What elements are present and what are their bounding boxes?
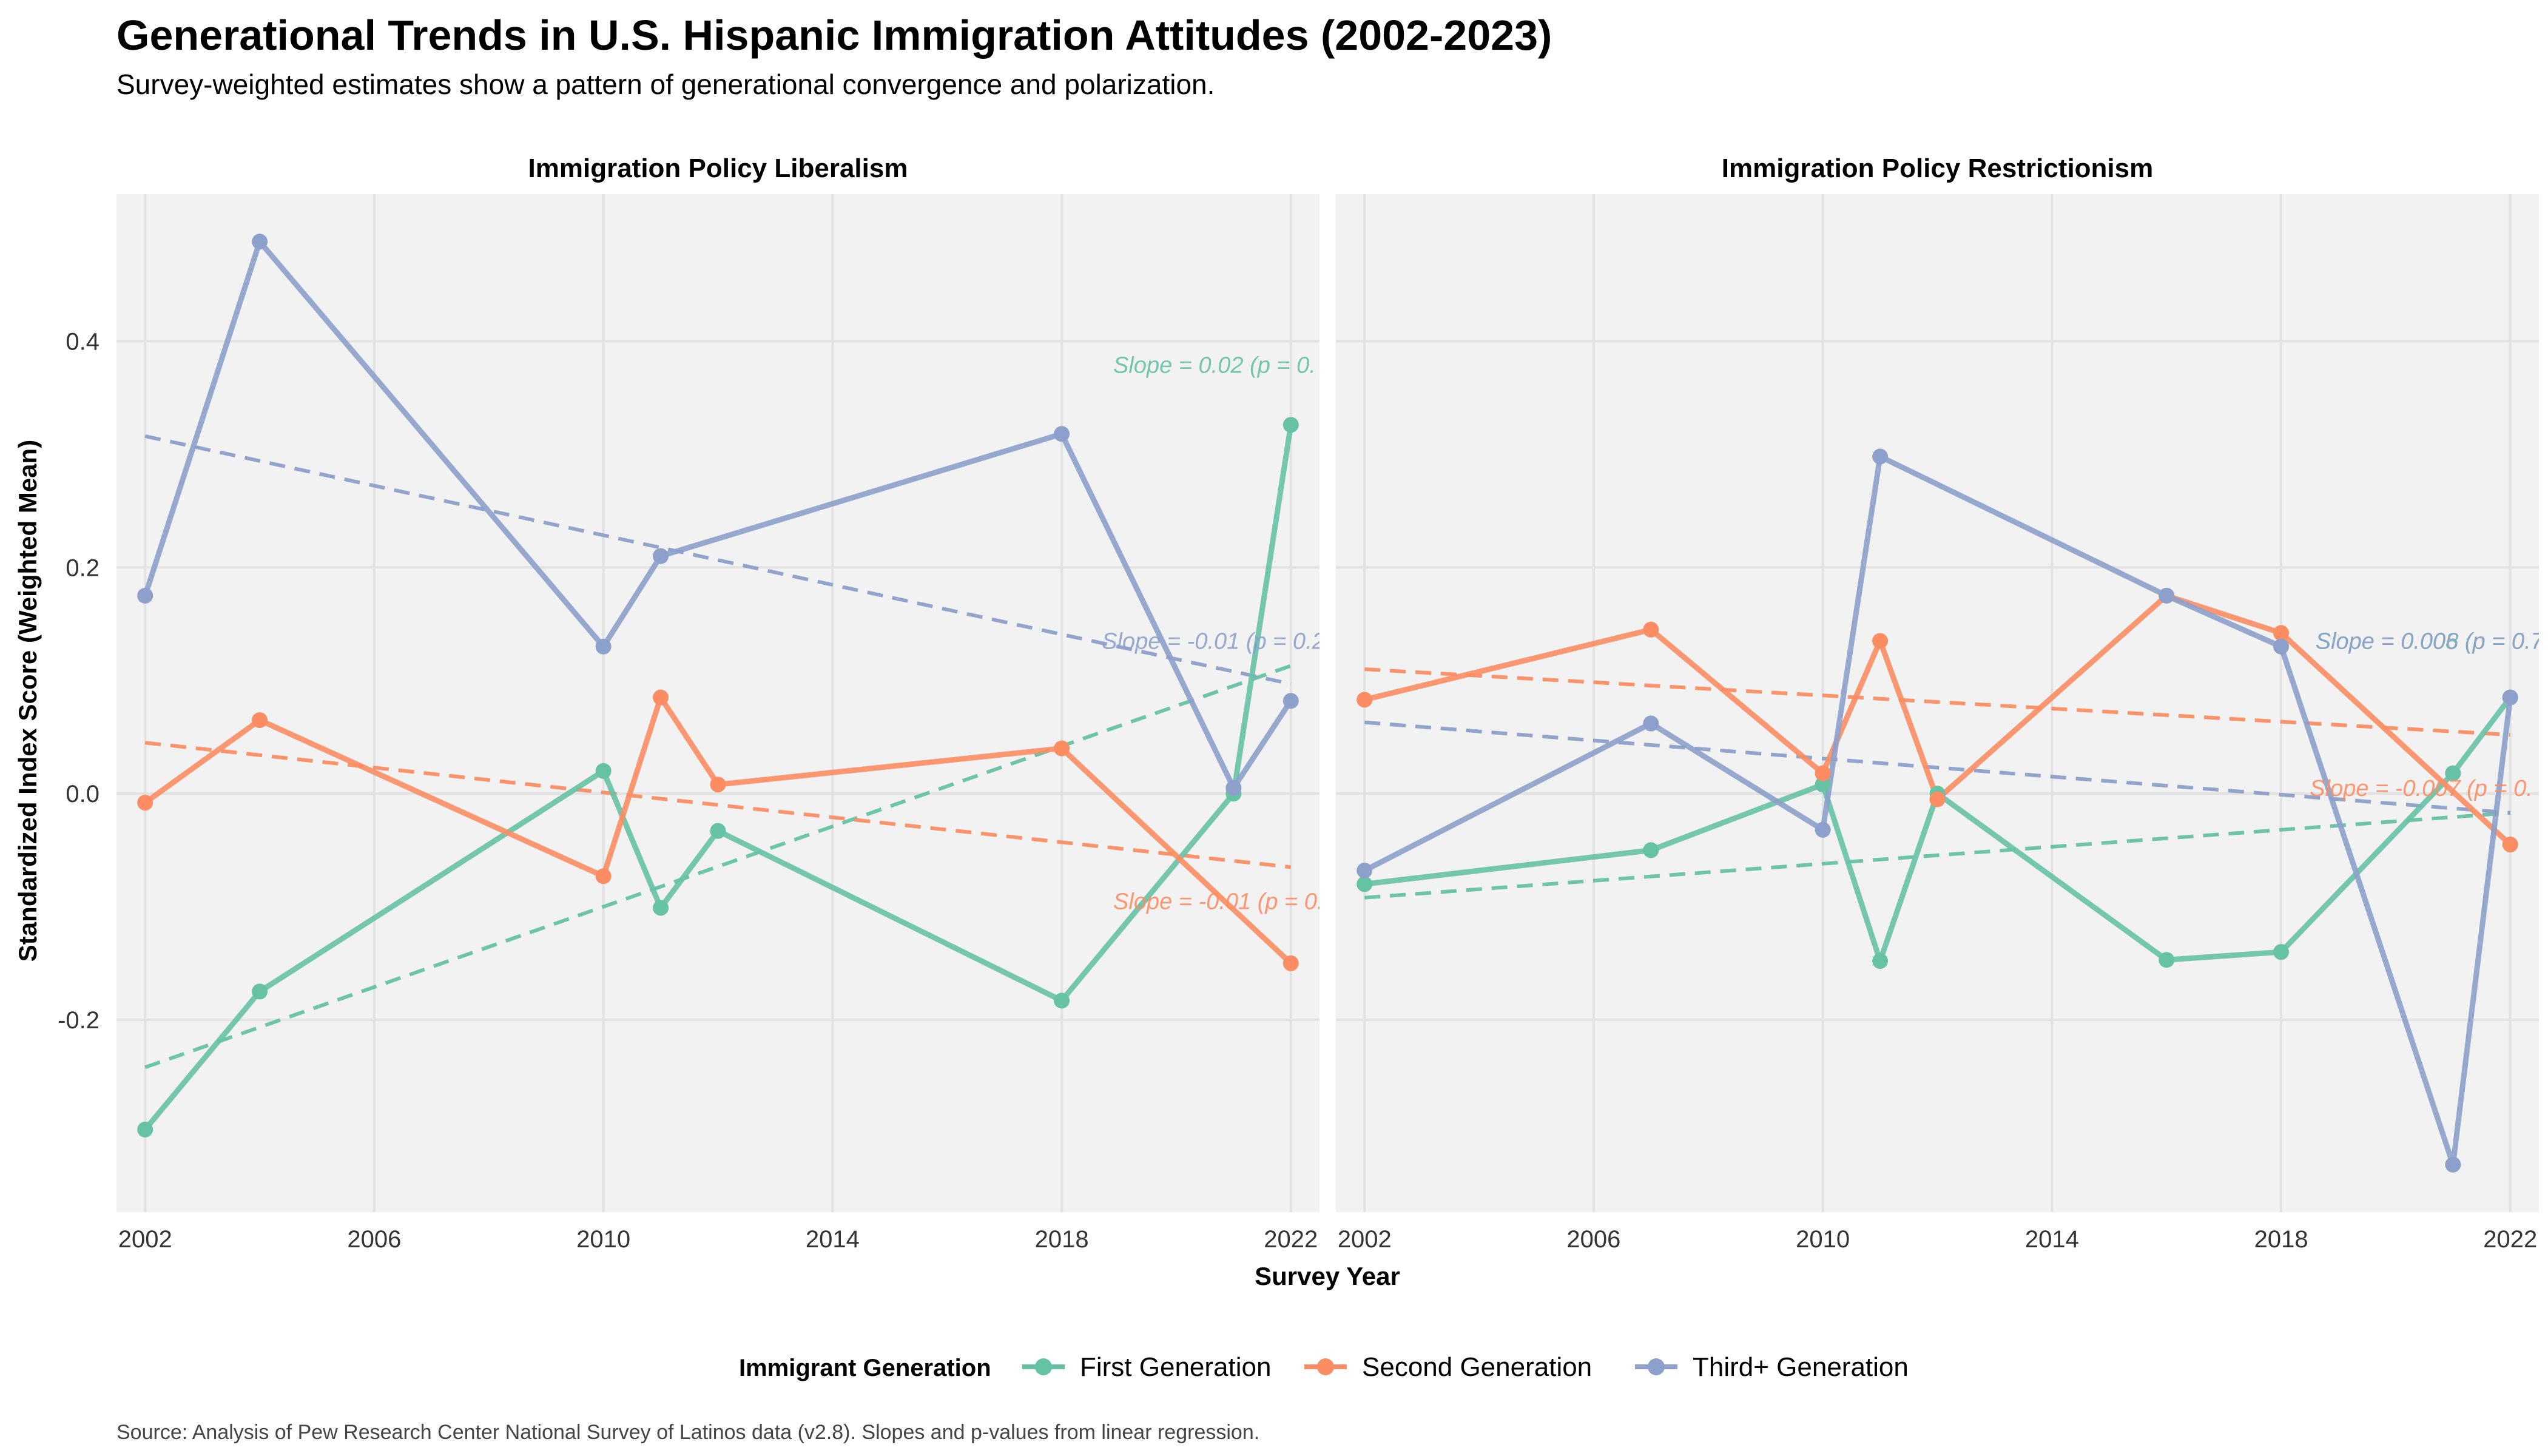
x-tick-label: 2014 <box>806 1226 860 1253</box>
trend-line-second-generation <box>144 741 1292 869</box>
y-tick-label: 0.2 <box>66 554 99 581</box>
y-axis-title: Standardized Index Score (Weighted Mean) <box>13 440 42 962</box>
panel-2: Immigration Policy Restrictionism 2002 200… <box>1336 153 2545 1253</box>
slope-annotation: Slope = -0.007 (p = 0. <box>2310 776 2533 801</box>
panel-1: Immigration Policy Liberalism 2002 2006 201… <box>58 153 1325 1253</box>
data-point-first-generation <box>653 900 669 916</box>
legend-label-first-generation: First Generation <box>1080 1352 1271 1382</box>
data-point-first-generation <box>1643 842 1659 858</box>
x-axis-title: Survey Year <box>1255 1262 1400 1290</box>
panel-title: Immigration Policy Restrictionism <box>1722 153 2154 183</box>
data-point-second-generation <box>710 777 726 793</box>
legend-item-first-generation: First Generation <box>1022 1352 1271 1382</box>
chart-subtitle: Survey-weighted estimates show a pattern… <box>116 69 1215 100</box>
legend-dot-third-generation <box>1648 1358 1665 1375</box>
data-point-second-generation <box>137 795 153 811</box>
data-point-first-generation <box>1815 777 1831 793</box>
data-point-third-generation <box>2273 638 2290 655</box>
x-tick-label: 2006 <box>1566 1226 1620 1253</box>
data-point-third-generation <box>2502 689 2518 706</box>
data-point-third-generation <box>1225 780 1242 796</box>
panels: Immigration Policy Liberalism 2002 2006 201… <box>58 153 2545 1253</box>
trend-line-third-generation <box>144 434 1292 686</box>
trend-line-first-generation <box>1364 811 2511 900</box>
data-point-third-generation <box>1054 426 1070 442</box>
data-point-third-generation <box>2445 1156 2461 1173</box>
data-point-third-generation <box>252 234 268 250</box>
data-point-first-generation <box>1872 953 1889 969</box>
legend-item-second-generation: Second Generation <box>1304 1352 1592 1382</box>
legend-label-second-generation: Second Generation <box>1362 1352 1592 1382</box>
data-point-third-generation <box>595 638 612 655</box>
data-point-first-generation <box>710 823 726 839</box>
data-point-third-generation <box>2159 587 2175 604</box>
x-tick-label: 2018 <box>1035 1226 1089 1253</box>
x-tick-label: 2022 <box>1264 1226 1318 1253</box>
data-point-second-generation <box>1929 791 1946 807</box>
data-point-second-generation <box>595 868 612 885</box>
legend-title: Immigrant Generation <box>739 1355 991 1381</box>
x-tick-label: 2018 <box>2254 1226 2308 1253</box>
slope-annotation: Slope = -0.01 (p = 0.2 <box>1102 629 1325 655</box>
x-tick-label: 2022 <box>2483 1226 2537 1253</box>
y-tick-label: 0.0 <box>66 781 99 807</box>
data-point-second-generation <box>2273 625 2290 641</box>
slope-annotation: Slope = 0.006 (p = 0.7 <box>2316 629 2545 655</box>
slope-annotation: Slope = 0.02 (p = 0. <box>1113 353 1316 379</box>
data-point-second-generation <box>1643 621 1659 638</box>
y-tick-label: 0.4 <box>66 328 99 355</box>
data-point-second-generation <box>1872 633 1889 649</box>
data-point-first-generation <box>2273 944 2290 960</box>
trend-line-third-generation <box>1364 720 2511 815</box>
legend-dot-second-generation <box>1317 1358 1334 1375</box>
chart-caption: Source: Analysis of Pew Research Center … <box>116 1421 1259 1444</box>
data-point-third-generation <box>1815 821 1831 838</box>
data-point-second-generation <box>653 689 669 706</box>
legend-label-third-generation: Third+ Generation <box>1693 1352 1909 1382</box>
y-tick-label: -0.2 <box>58 1007 99 1034</box>
x-tick-label: 2006 <box>347 1226 401 1253</box>
series-line-first-generation <box>142 422 1294 1133</box>
trend-line-second-generation <box>1364 667 2510 737</box>
panel-title: Immigration Policy Liberalism <box>528 153 908 183</box>
legend: Immigrant Generation First Generation Se… <box>739 1352 1909 1382</box>
data-point-third-generation <box>653 548 669 564</box>
data-point-second-generation <box>1282 955 1299 971</box>
legend-dot-first-generation <box>1035 1358 1052 1375</box>
legend-item-third-generation: Third+ Generation <box>1635 1352 1909 1382</box>
data-point-second-generation <box>1054 740 1070 757</box>
x-tick-label: 2002 <box>1338 1226 1392 1253</box>
data-point-first-generation <box>137 1121 153 1138</box>
plot-area: Slope = 0.02 (p = 0. Slope = -0.01 (p = 0… <box>137 234 1325 1138</box>
series-line-second-generation <box>1361 593 2513 848</box>
data-point-first-generation <box>2159 952 2175 968</box>
data-point-first-generation <box>1282 417 1299 433</box>
series-line-third-generation <box>1361 454 2513 1168</box>
x-tick-label: 2002 <box>118 1226 172 1253</box>
data-point-first-generation <box>1357 876 1373 892</box>
data-point-first-generation <box>595 763 612 779</box>
data-point-second-generation <box>1815 765 1831 781</box>
data-point-second-generation <box>2502 837 2518 853</box>
data-point-first-generation <box>252 983 268 1000</box>
x-tick-label: 2010 <box>1796 1226 1850 1253</box>
data-point-third-generation <box>1643 715 1659 732</box>
panel-background <box>116 194 1320 1212</box>
slope-annotation: Slope = -0.01 (p = 0. <box>1113 889 1323 914</box>
data-point-second-generation <box>1357 692 1373 708</box>
x-tick-label: 2014 <box>2025 1226 2079 1253</box>
data-point-first-generation <box>2445 765 2461 781</box>
data-point-third-generation <box>137 587 153 604</box>
slope-annotation: Slope = 0.008 (p = 0.7 <box>2316 629 2545 655</box>
chart-title: Generational Trends in U.S. Hispanic Imm… <box>116 12 1552 59</box>
data-point-second-generation <box>252 712 268 728</box>
data-point-first-generation <box>1054 993 1070 1009</box>
x-tick-label: 2010 <box>576 1226 630 1253</box>
data-point-third-generation <box>1357 862 1373 878</box>
data-point-third-generation <box>1872 448 1889 465</box>
data-point-third-generation <box>1282 693 1299 709</box>
